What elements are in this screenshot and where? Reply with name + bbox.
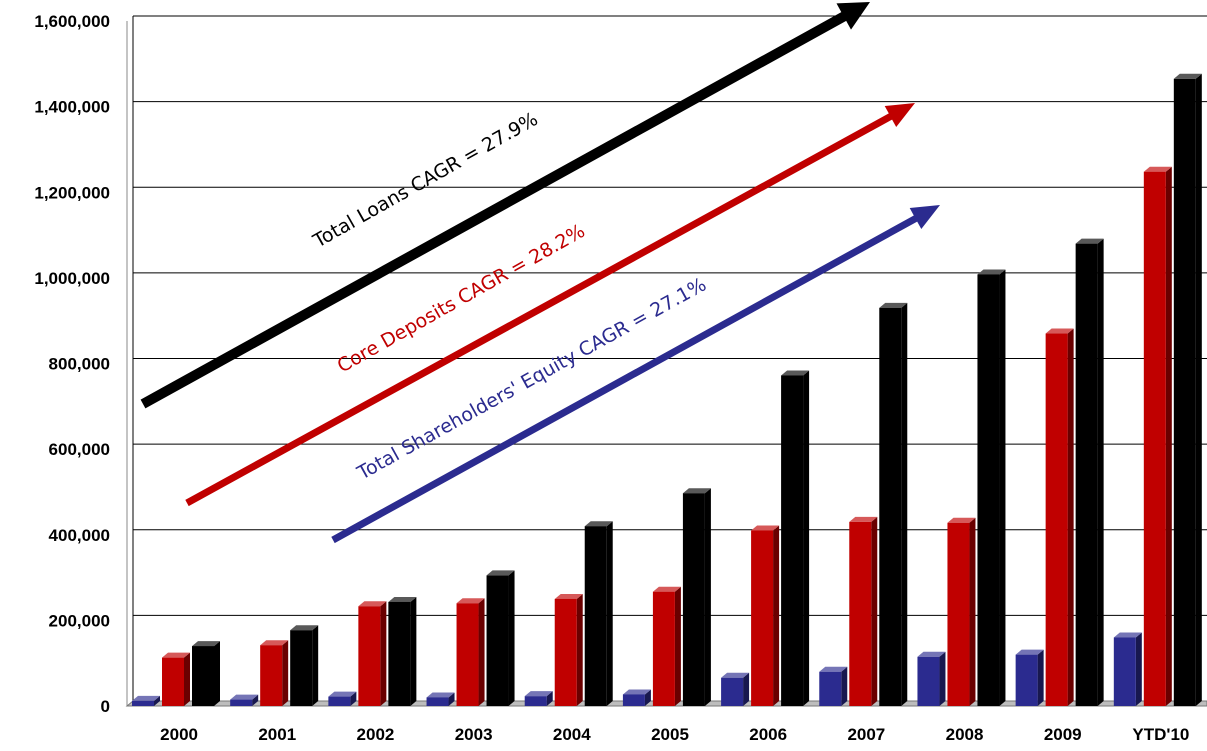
y-tick-label: 1,600,000 bbox=[34, 12, 110, 31]
y-tick-label: 800,000 bbox=[49, 355, 110, 374]
bars bbox=[132, 73, 1202, 706]
bar-deposits bbox=[456, 598, 485, 706]
bar-loans bbox=[290, 625, 319, 706]
bar-equity bbox=[721, 672, 750, 706]
bar-loans bbox=[682, 488, 711, 706]
bar-equity bbox=[132, 695, 160, 706]
x-tick-label: 2009 bbox=[1044, 725, 1082, 744]
bar-deposits bbox=[1045, 328, 1074, 706]
x-tick-label: 2004 bbox=[553, 725, 591, 744]
y-tick-label: 600,000 bbox=[49, 440, 110, 459]
bar-loans bbox=[486, 570, 515, 706]
cagr-arrows bbox=[140, 2, 940, 544]
bar-equity bbox=[230, 694, 259, 706]
bar-deposits bbox=[554, 593, 583, 706]
x-tick-label: YTD'10 bbox=[1132, 725, 1189, 744]
cagr-annotations: Total Loans CAGR = 27.9%Core Deposits CA… bbox=[309, 108, 710, 485]
x-tick-label: 2003 bbox=[455, 725, 493, 744]
bar-equity bbox=[328, 691, 357, 706]
bar-equity bbox=[426, 692, 455, 706]
bar-loans bbox=[977, 269, 1006, 706]
y-tick-label: 1,200,000 bbox=[34, 183, 110, 202]
bar-equity bbox=[1113, 632, 1142, 706]
bar-loans bbox=[388, 596, 417, 706]
x-tick-label: 2006 bbox=[749, 725, 787, 744]
bar-loans bbox=[584, 521, 613, 706]
bar-deposits bbox=[849, 516, 878, 706]
bar-loans bbox=[1075, 238, 1104, 706]
y-tick-label: 200,000 bbox=[49, 611, 110, 630]
x-tick-label: 2008 bbox=[946, 725, 984, 744]
bar-equity bbox=[819, 666, 848, 706]
bar-deposits bbox=[947, 517, 976, 706]
bar-equity bbox=[524, 691, 553, 706]
bar-deposits bbox=[260, 640, 289, 706]
bar-loans bbox=[879, 302, 908, 706]
y-tick-label: 1,000,000 bbox=[34, 269, 110, 288]
bar-equity bbox=[1015, 649, 1044, 706]
x-tick-label: 2001 bbox=[258, 725, 296, 744]
x-tick-label: 2000 bbox=[160, 725, 198, 744]
cagr-arrow bbox=[140, 2, 871, 409]
y-axis-tick-labels: 0 200,000 400,000 600,000 800,000 1,000,000 1,… bbox=[34, 12, 110, 716]
x-tick-label: 2005 bbox=[651, 725, 689, 744]
cagr-annotation: Total Loans CAGR = 27.9% bbox=[309, 108, 542, 253]
bar-loans bbox=[1173, 73, 1202, 706]
bar-equity bbox=[917, 651, 946, 706]
x-tick-label: 2007 bbox=[847, 725, 885, 744]
cagr-arrow bbox=[331, 205, 940, 544]
bar-equity bbox=[622, 689, 651, 706]
cagr-arrow bbox=[185, 103, 916, 507]
bar-deposits bbox=[751, 525, 780, 706]
bar-loans bbox=[192, 641, 220, 706]
y-tick-label: 1,400,000 bbox=[34, 98, 110, 117]
bar-deposits bbox=[358, 601, 387, 706]
y-tick-label: 400,000 bbox=[49, 526, 110, 545]
bar-deposits bbox=[652, 586, 681, 706]
x-axis-tick-labels: 2000 2001 2002 2003 2004 2005 2006 2007 2008 2009… bbox=[160, 725, 1189, 744]
bar-loans bbox=[781, 370, 810, 706]
bar-deposits bbox=[162, 652, 190, 706]
bar-deposits bbox=[1143, 166, 1172, 706]
y-tick-label: 0 bbox=[101, 697, 110, 716]
x-tick-label: 2002 bbox=[357, 725, 395, 744]
